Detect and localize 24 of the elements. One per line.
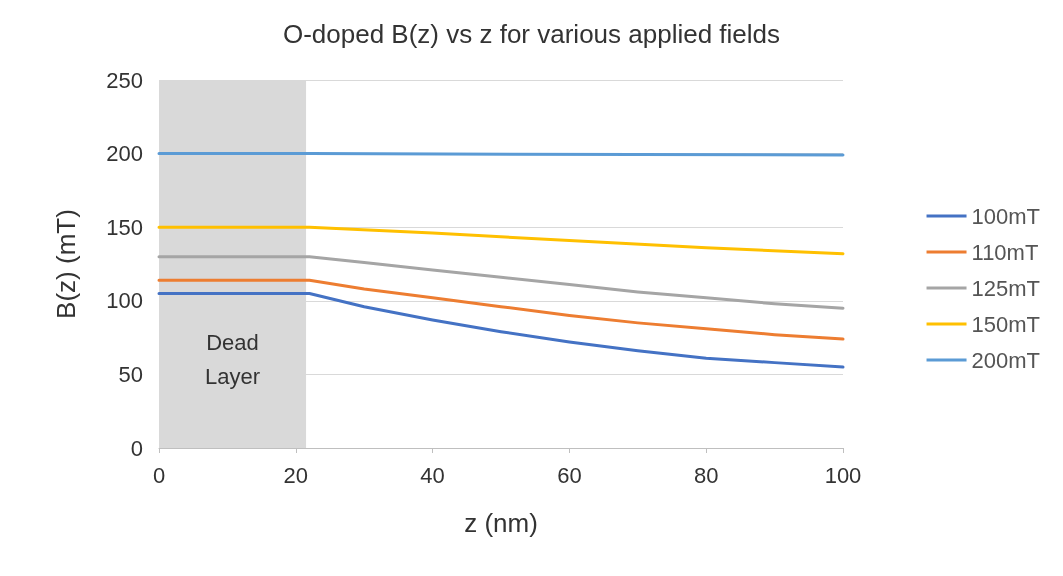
legend-label: 200mT <box>971 347 1041 373</box>
x-tick-label: 20 <box>283 462 309 488</box>
y-tick-label: 50 <box>118 361 143 387</box>
band-label: Dead Layer <box>205 329 261 389</box>
legend-label: 110mT <box>971 239 1039 265</box>
chart-title: O-doped B(z) vs z for various applied fields <box>282 19 781 49</box>
y-tick-label: 100 <box>106 288 143 314</box>
x-tick-label: 80 <box>693 462 719 488</box>
line-series <box>157 255 845 310</box>
legend-label: 150mT <box>971 311 1041 337</box>
line-series <box>157 291 845 369</box>
legend-label: 100mT <box>971 203 1041 229</box>
x-tick-label: 0 <box>152 462 166 488</box>
x-tick-label: 100 <box>824 462 862 488</box>
line-series <box>157 225 845 256</box>
legend-label: 125mT <box>971 275 1041 301</box>
y-tick-label: 200 <box>106 141 143 167</box>
x-tick-label: 60 <box>557 462 582 488</box>
y-tick-label: 0 <box>130 435 143 461</box>
y-tick-label: 250 <box>106 67 143 93</box>
x-tick-label: 40 <box>420 462 445 488</box>
y-axis-title: B(z) (mT) <box>51 209 81 319</box>
x-axis-title: z (nm) <box>464 508 538 538</box>
y-tick-label: 150 <box>106 214 143 240</box>
